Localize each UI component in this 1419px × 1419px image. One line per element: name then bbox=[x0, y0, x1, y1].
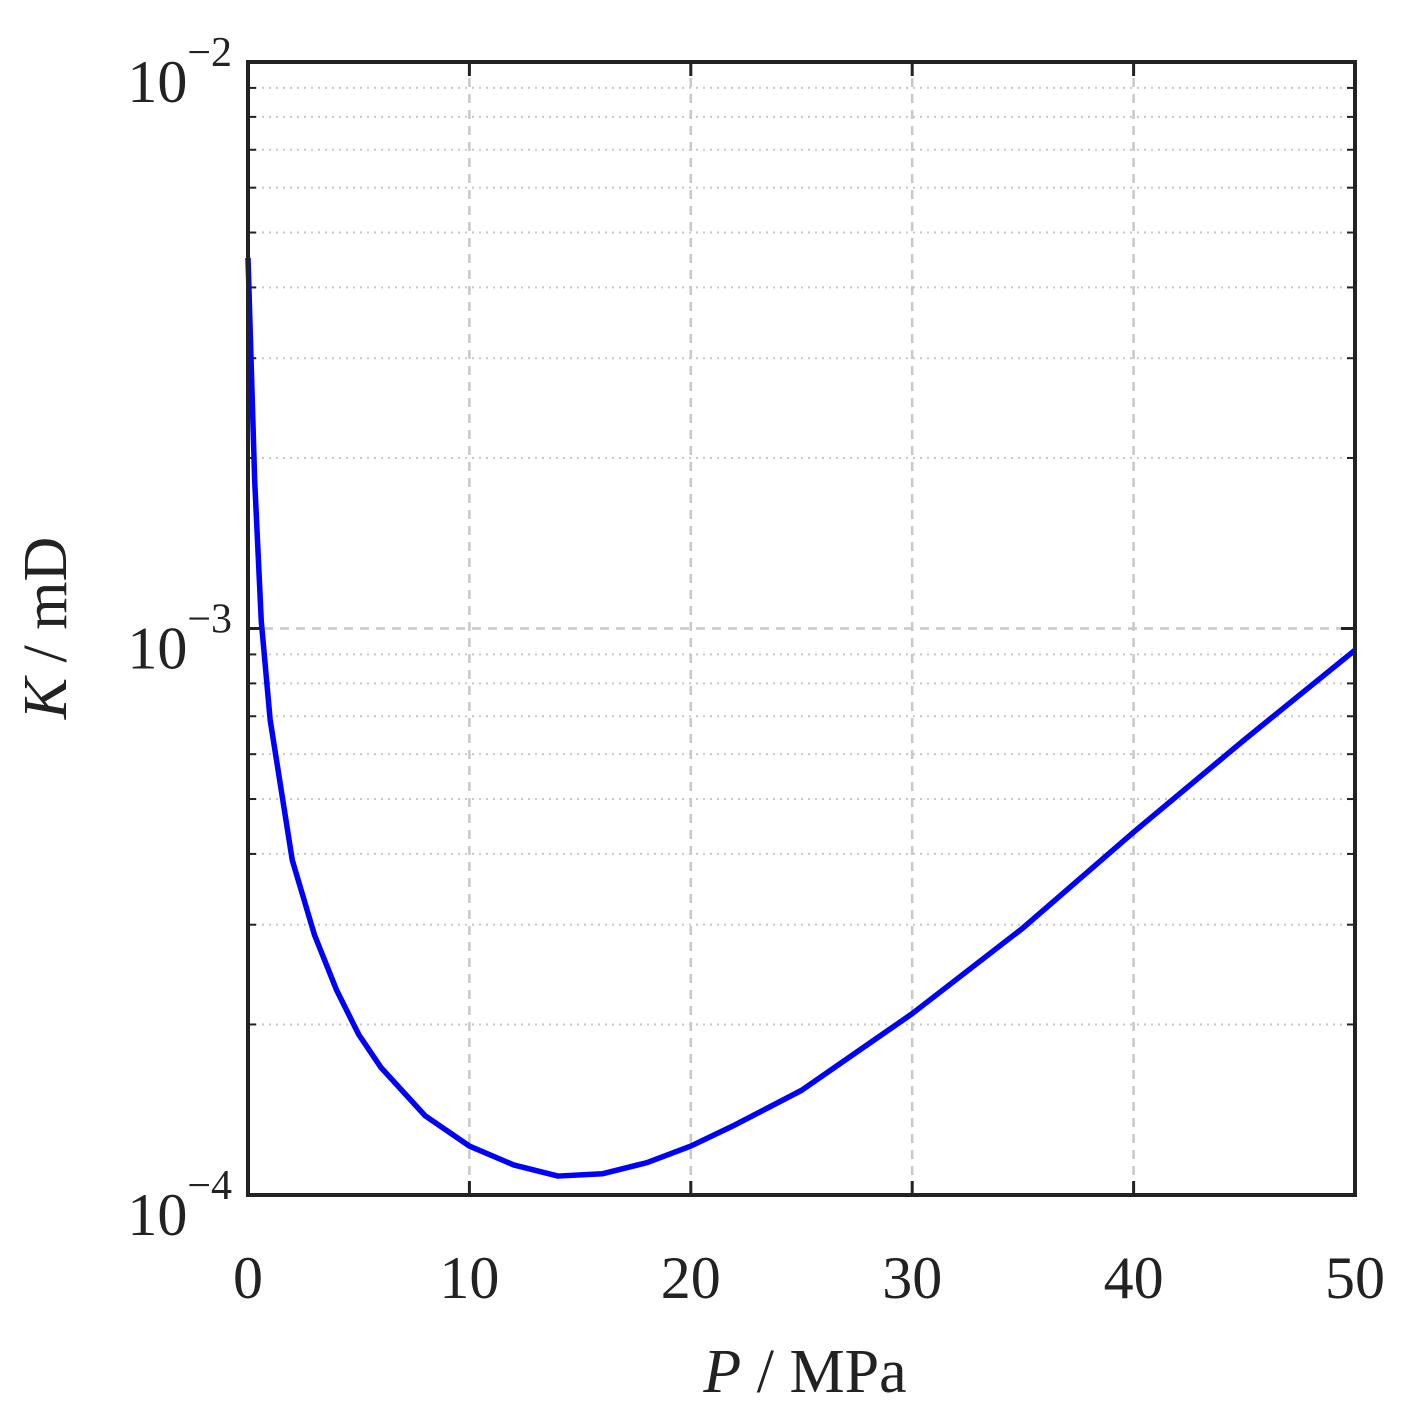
y-tick-base: 10 bbox=[127, 1182, 187, 1248]
y-axis-symbol: K bbox=[12, 674, 80, 720]
x-tick-label: 40 bbox=[1104, 1245, 1164, 1311]
x-tick-label: 0 bbox=[233, 1245, 263, 1311]
x-tick-label: 10 bbox=[439, 1245, 499, 1311]
y-tick-base: 10 bbox=[127, 49, 187, 115]
y-tick-exponent: −4 bbox=[187, 1163, 232, 1209]
y-tick-exponent: −3 bbox=[187, 597, 232, 643]
x-tick-label: 50 bbox=[1325, 1245, 1385, 1311]
y-tick-label: 10−2 bbox=[127, 30, 232, 115]
x-tick-label: 30 bbox=[882, 1245, 942, 1311]
plot-frame bbox=[246, 60, 1357, 1197]
x-axis-symbol: P bbox=[702, 1338, 741, 1406]
y-tick-label: 10−3 bbox=[127, 597, 232, 682]
x-axis-label: P / MPa bbox=[702, 1338, 906, 1406]
line-series bbox=[245, 257, 1357, 1179]
y-axis-unit: / mD bbox=[12, 537, 80, 678]
y-axis-label: K / mD bbox=[12, 537, 80, 721]
x-axis-unit: / MPa bbox=[741, 1338, 906, 1406]
y-tick-exponent: −2 bbox=[187, 30, 232, 76]
y-tick-base: 10 bbox=[127, 616, 187, 682]
y-tick-label: 10−4 bbox=[127, 1163, 232, 1248]
x-tick-label: 20 bbox=[661, 1245, 721, 1311]
